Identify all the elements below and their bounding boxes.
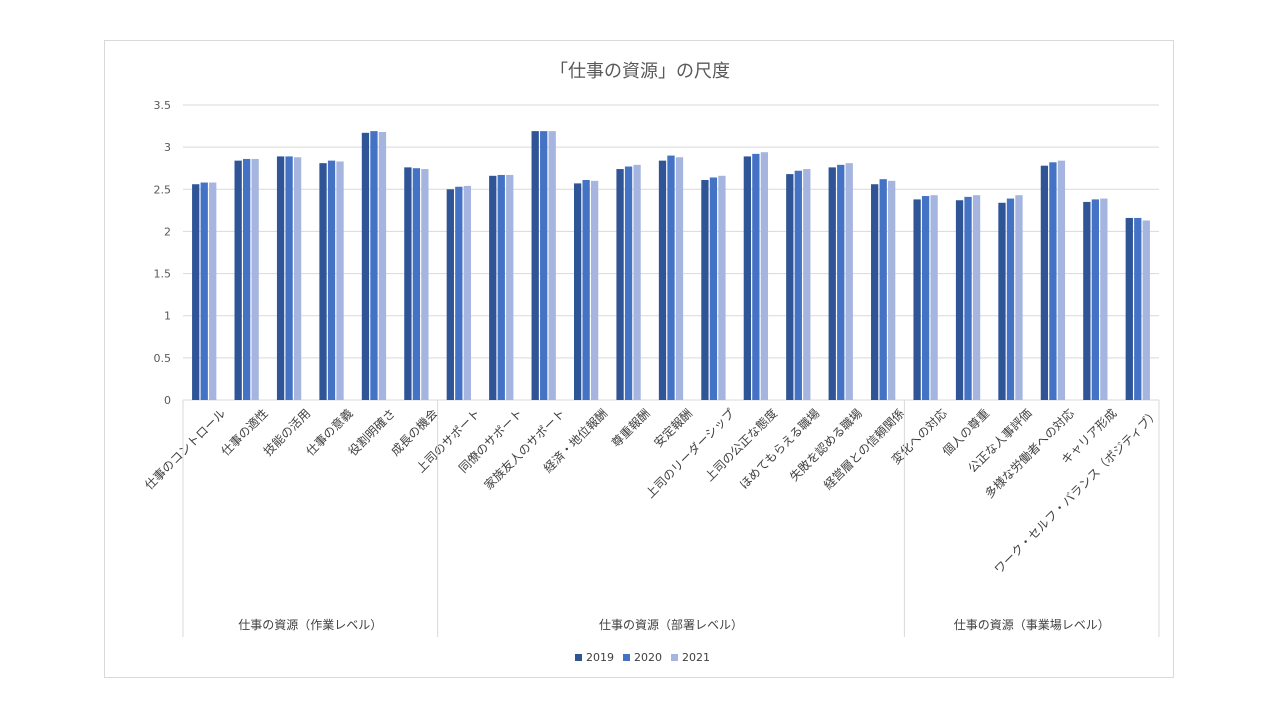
bar: [1006, 198, 1015, 400]
bar: [658, 160, 667, 400]
category-label: 安定報酬: [651, 406, 696, 451]
bar: [930, 195, 938, 400]
bar: [1134, 217, 1142, 400]
bar: [455, 186, 463, 400]
legend-label: 2020: [634, 651, 662, 664]
category-label: 仕事のコントロール: [142, 406, 228, 492]
bar: [633, 164, 641, 400]
bar: [871, 184, 879, 400]
bar: [1142, 220, 1150, 400]
bar: [675, 157, 684, 400]
bar: [1091, 199, 1099, 400]
bar: [760, 152, 769, 400]
category-label: 家族友人のサポート: [481, 406, 568, 493]
bar: [828, 167, 836, 400]
y-tick-label: 0: [164, 394, 171, 407]
y-tick-label: 0.5: [154, 352, 172, 365]
bar: [370, 131, 378, 400]
bar: [616, 169, 624, 400]
y-tick-label: 2.5: [154, 183, 172, 196]
chart-area: 「仕事の資源」の尺度 0 0.5 1 1.5 2 2.5 3 3.5 仕事のコントロール仕事の…: [104, 40, 1174, 678]
bar: [786, 174, 794, 400]
bar: [803, 169, 811, 400]
y-tick-label: 3.5: [154, 99, 172, 112]
bar: [421, 169, 429, 400]
bar: [489, 175, 497, 400]
bar: [921, 196, 930, 400]
bar: [701, 180, 709, 400]
bar: [573, 183, 582, 400]
bar: [200, 182, 208, 400]
y-tick-label: 3: [164, 141, 171, 154]
legend-swatch: [671, 654, 678, 661]
legend-label: 2021: [682, 651, 710, 664]
bar: [463, 185, 471, 400]
bar: [752, 153, 760, 400]
bar: [582, 180, 590, 400]
bar: [243, 158, 251, 400]
bar: [1015, 195, 1023, 400]
bar: [624, 166, 633, 400]
bar: [327, 160, 336, 400]
category-label: 失敗を認める職場: [786, 406, 864, 484]
legend-swatch: [623, 654, 630, 661]
bar: [1057, 160, 1066, 400]
bar: [879, 179, 887, 400]
bar: [497, 174, 505, 400]
category-label: 上司の公正な態度: [701, 406, 779, 484]
bar: [293, 157, 302, 400]
group-label: 仕事の資源（事業場レベル）: [954, 618, 1110, 632]
bar: [251, 158, 259, 400]
bar: [192, 184, 200, 400]
legend-label: 2019: [586, 651, 614, 664]
bar: [998, 202, 1006, 400]
bar: [336, 161, 344, 400]
bar: [590, 180, 599, 400]
bar: [446, 189, 454, 400]
bar: [548, 131, 556, 400]
bar: [378, 131, 387, 400]
bar: [1049, 162, 1057, 400]
bar: [404, 167, 412, 400]
bar: [794, 170, 802, 400]
bar: [234, 160, 242, 400]
group-label: 仕事の資源（作業レベル）: [238, 618, 382, 632]
bar: [837, 164, 845, 400]
bar: [285, 156, 293, 400]
bar: [540, 131, 548, 400]
bar: [412, 168, 421, 400]
category-label: 経営層との信頼関係: [821, 406, 907, 492]
bar: [1040, 165, 1049, 400]
bar: [718, 175, 726, 400]
bar: [972, 195, 981, 400]
bar: [1100, 198, 1108, 400]
bar: [964, 196, 972, 400]
bar: [913, 199, 921, 400]
bar: [209, 182, 217, 400]
bar: [1125, 217, 1133, 400]
bar: [888, 180, 896, 400]
bar: [319, 163, 327, 400]
bar: [955, 200, 964, 400]
y-tick-label: 1: [164, 310, 171, 323]
y-tick-label: 2: [164, 225, 171, 238]
chart-title: 「仕事の資源」の尺度: [550, 61, 730, 82]
bar: [276, 156, 285, 400]
y-tick-label: 1.5: [154, 268, 172, 281]
bar: [743, 156, 752, 400]
bar: [361, 132, 370, 401]
bar: [531, 131, 539, 400]
category-label: ほめてもらえる職場: [737, 406, 823, 492]
bar: [506, 174, 514, 400]
bar: [845, 163, 853, 400]
legend-swatch: [575, 654, 582, 661]
bar: [709, 177, 718, 400]
bar-chart: 「仕事の資源」の尺度 0 0.5 1 1.5 2 2.5 3 3.5 仕事のコントロール仕事の…: [142, 61, 1162, 664]
group-label: 仕事の資源（部署レベル）: [599, 617, 743, 632]
category-label: 尊重報酬: [608, 406, 653, 451]
bar: [1083, 201, 1091, 400]
bar: [667, 155, 675, 400]
